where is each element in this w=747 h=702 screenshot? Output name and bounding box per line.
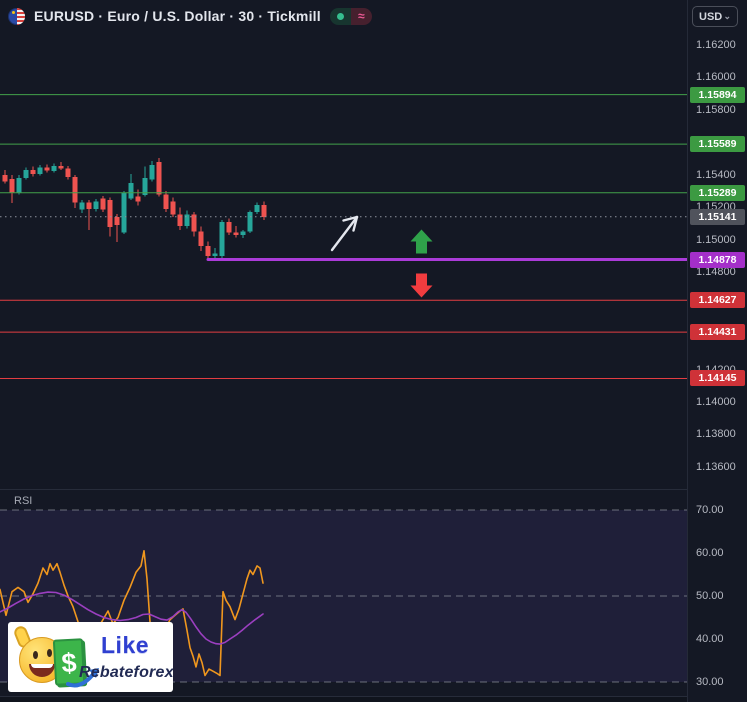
price-tick-label: 1.14000	[696, 396, 736, 408]
price-tick-label: 1.13800	[696, 428, 736, 440]
candle-body	[163, 194, 169, 209]
price-chart-canvas[interactable]	[0, 0, 687, 490]
rsi-tick-label: 30.00	[696, 676, 724, 688]
symbol-title[interactable]: EURUSD · Euro / U.S. Dollar · 30 · Tickm…	[34, 8, 321, 24]
price-level-lines[interactable]	[0, 94, 687, 379]
approx-data-icon[interactable]: ≈	[350, 7, 372, 25]
rsi-line	[0, 549, 264, 677]
candle-body	[44, 167, 50, 171]
up-arrow-marker[interactable]	[410, 229, 433, 254]
currency-selector-button[interactable]: USD ⌄	[692, 6, 738, 27]
candle-body	[205, 246, 211, 256]
chevron-down-icon: ⌄	[723, 11, 731, 21]
price-level-badge: 1.15894	[690, 87, 745, 103]
candle-body	[100, 198, 106, 210]
symbol-legend: EURUSD · Euro / U.S. Dollar · 30 · Tickm…	[8, 7, 372, 25]
price-tick-label: 1.16200	[696, 39, 736, 51]
candle-body	[93, 201, 99, 209]
price-level-badge: 1.14627	[690, 292, 745, 308]
candle-body	[261, 204, 267, 217]
candle-body	[149, 165, 155, 180]
candle-body	[219, 221, 225, 256]
candle-body	[212, 253, 218, 256]
down-arrow-marker[interactable]	[410, 273, 433, 298]
market-status-pills: ≈	[329, 7, 372, 25]
rsi-tick-label: 40.00	[696, 633, 724, 645]
price-tick-label: 1.15800	[696, 104, 736, 116]
price-tick-label: 1.15400	[696, 169, 736, 181]
price-tick-label: 1.13600	[696, 461, 736, 473]
rsi-tick-label: 70.00	[696, 504, 724, 516]
candle-body	[114, 217, 120, 226]
bottom-divider	[0, 696, 747, 697]
candle-body	[37, 167, 43, 174]
candle-body	[86, 202, 92, 209]
candle-body	[254, 204, 260, 213]
market-open-dot-icon[interactable]	[329, 7, 351, 25]
candle-body	[170, 201, 176, 215]
price-tick-label: 1.16000	[696, 71, 736, 83]
last-price-badge: 1.15141	[690, 209, 745, 225]
candle-body	[156, 161, 162, 195]
candle-body	[198, 231, 204, 247]
candle-body	[184, 214, 190, 226]
price-level-badge: 1.15589	[690, 136, 745, 152]
candle-body	[191, 214, 197, 232]
pane-divider[interactable]	[0, 489, 747, 490]
candle-body	[233, 232, 239, 235]
rsi-based-ma-line	[0, 591, 264, 645]
rsi-tick-label: 60.00	[696, 547, 724, 559]
candle-body	[226, 221, 232, 233]
price-level-badge: 1.15289	[690, 185, 745, 201]
candle-body	[121, 192, 127, 233]
candle-body	[128, 182, 134, 199]
price-level-badge: 1.14145	[690, 370, 745, 386]
price-axis[interactable]: USD ⌄ 1.16200 1.16000 1.15800 1.15400 1.1520…	[687, 0, 747, 702]
candle-body	[79, 202, 85, 210]
logo-rebateforex-text: Rebateforex	[79, 664, 173, 681]
rsi-indicator-label[interactable]: RSI	[14, 495, 33, 507]
price-level-badge: 1.14431	[690, 324, 745, 340]
candle-body	[72, 177, 78, 203]
candle-body	[30, 169, 36, 174]
currency-label: USD	[699, 10, 723, 23]
rsi-tick-label: 50.00	[696, 590, 724, 602]
candle-body	[135, 196, 141, 202]
candles-series[interactable]	[2, 157, 267, 260]
candle-body	[65, 168, 71, 178]
candle-body	[177, 214, 183, 226]
candle-body	[58, 165, 64, 169]
candle-body	[51, 165, 57, 171]
time-axis-strip[interactable]	[0, 697, 747, 702]
candle-body	[247, 212, 253, 232]
candle-body	[142, 178, 148, 195]
price-tick-label: 1.15000	[696, 234, 736, 246]
candle-body	[16, 178, 22, 193]
candle-body	[23, 169, 29, 178]
eurusd-flag-icon	[8, 7, 25, 25]
price-tick-label: 1.14800	[696, 266, 736, 278]
candle-body	[9, 178, 15, 193]
candle-body	[240, 231, 246, 235]
drawn-trend-arrow[interactable]	[330, 215, 359, 252]
logo-like-text: Like	[101, 632, 150, 658]
candle-body	[2, 174, 8, 182]
arrow-swoosh-icon	[66, 668, 99, 688]
price-level-badge: 1.14878	[690, 252, 745, 268]
rebateforex-logo: $ Like Rebateforex	[8, 622, 173, 692]
candle-body	[107, 200, 113, 227]
